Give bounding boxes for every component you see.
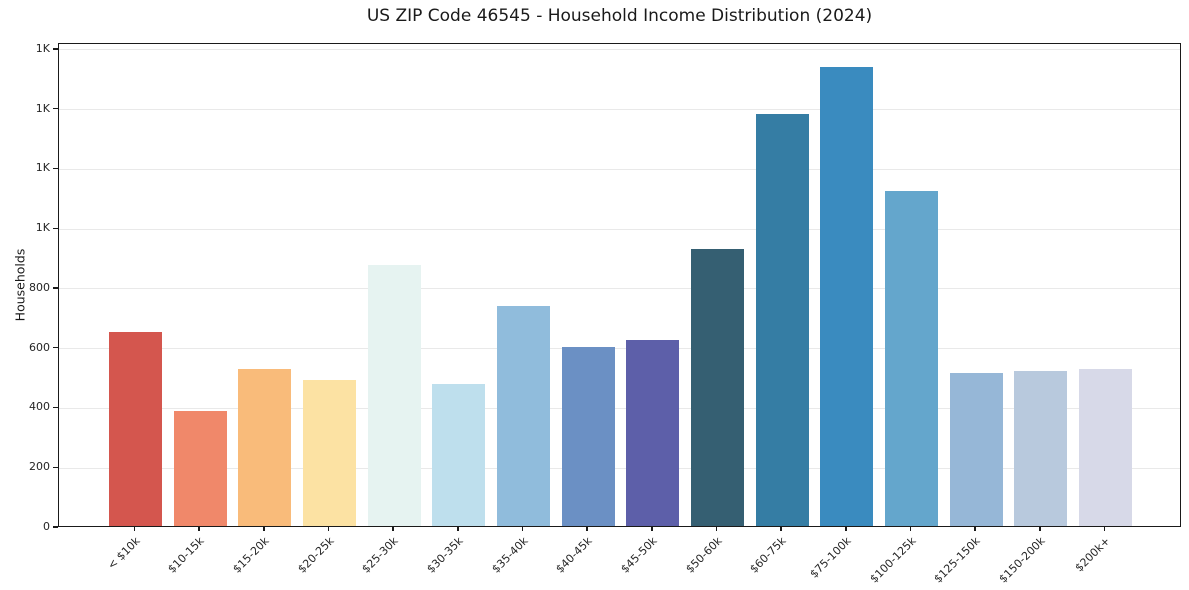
x-tick-label: $60-75k: [747, 534, 789, 576]
x-tick-mark: [845, 527, 847, 531]
x-tick-mark: [780, 527, 782, 531]
y-tick-label: 600: [29, 340, 50, 354]
bar-$40-45k: [561, 346, 615, 526]
x-tick-label: $45-50k: [618, 534, 660, 576]
gridline: [59, 467, 1180, 469]
bar-$30-35k: [432, 384, 486, 526]
y-tick-mark: [53, 108, 58, 110]
x-tick-mark: [974, 527, 976, 531]
x-tick-mark: [133, 527, 136, 531]
y-tick-label: 400: [29, 400, 50, 414]
y-tick-label: 200: [29, 460, 50, 474]
x-tick-mark: [392, 527, 394, 531]
gridline: [59, 348, 1180, 350]
x-tick-mark: [521, 527, 524, 531]
gridline: [59, 288, 1180, 290]
x-tick-label: $50-60k: [682, 534, 725, 576]
x-tick-label: $125-150k: [931, 534, 983, 586]
y-tick-mark: [53, 48, 58, 50]
y-tick-label: 1K: [35, 161, 50, 175]
bar-$15-20k: [238, 368, 292, 526]
gridline: [59, 49, 1180, 51]
bar-$45-50k: [626, 339, 680, 526]
gridline: [59, 407, 1180, 409]
bar-$20-25k: [303, 379, 356, 526]
x-tick-label: $40-45k: [553, 534, 595, 576]
x-tick-label: $200k+: [1072, 534, 1113, 575]
bar-$25-30k: [367, 265, 421, 526]
y-tick-mark: [53, 167, 58, 170]
bar-$35-40k: [497, 306, 550, 526]
gridline: [59, 109, 1180, 111]
bar-$50-60k: [691, 249, 744, 526]
chart-title: US ZIP Code 46545 - Household Income Dis…: [366, 6, 873, 26]
y-tick-label: 1K: [35, 221, 50, 235]
x-tick-mark: [909, 527, 912, 531]
y-tick-label: 800: [29, 280, 50, 294]
bar-$150-200k: [1014, 371, 1068, 526]
x-tick-label: $25-30k: [359, 534, 401, 576]
x-tick-label: $75-100k: [807, 534, 854, 581]
y-tick-mark: [53, 406, 58, 409]
x-tick-label: $35-40k: [488, 534, 531, 576]
y-tick-label: 0: [43, 520, 50, 533]
y-tick-mark: [53, 526, 58, 528]
y-tick-mark: [53, 287, 58, 289]
x-tick-mark: [457, 527, 459, 531]
x-tick-mark: [1039, 527, 1041, 531]
bar-$125-150k: [949, 373, 1003, 526]
x-tick-mark: [263, 527, 265, 531]
y-tick-mark: [53, 347, 58, 349]
x-tick-mark: [327, 527, 330, 531]
y-tick-label: 1K: [35, 101, 50, 115]
x-tick-label: $100-125k: [866, 534, 919, 586]
y-tick-mark: [53, 227, 58, 229]
x-tick-label: $30-35k: [424, 534, 466, 576]
bar-$200k+: [1079, 369, 1132, 526]
x-tick-label: $10-15k: [165, 534, 207, 576]
bar-$100-125k: [885, 190, 938, 526]
bar-$10-15k: [173, 410, 227, 526]
x-tick-mark: [198, 527, 200, 531]
gridline: [59, 168, 1180, 170]
x-tick-mark: [651, 527, 653, 531]
x-tick-mark: [586, 527, 588, 531]
x-tick-label: $150-200k: [996, 534, 1048, 586]
x-tick-label: < $10k: [104, 534, 143, 572]
plot-area: [58, 43, 1181, 527]
y-tick-mark: [53, 466, 58, 468]
y-tick-label: 1K: [35, 41, 50, 55]
x-tick-label: $15-20k: [230, 534, 272, 576]
x-tick-mark: [715, 527, 718, 531]
x-tick-mark: [1103, 527, 1106, 531]
bar-$60-75k: [755, 113, 809, 526]
x-tick-label: $20-25k: [294, 534, 337, 576]
bar-$75-100k: [820, 67, 874, 526]
gridlines-layer: [59, 44, 1180, 526]
bar-< $10k: [109, 332, 162, 526]
gridline: [59, 228, 1180, 230]
bars-layer: [59, 44, 1180, 526]
